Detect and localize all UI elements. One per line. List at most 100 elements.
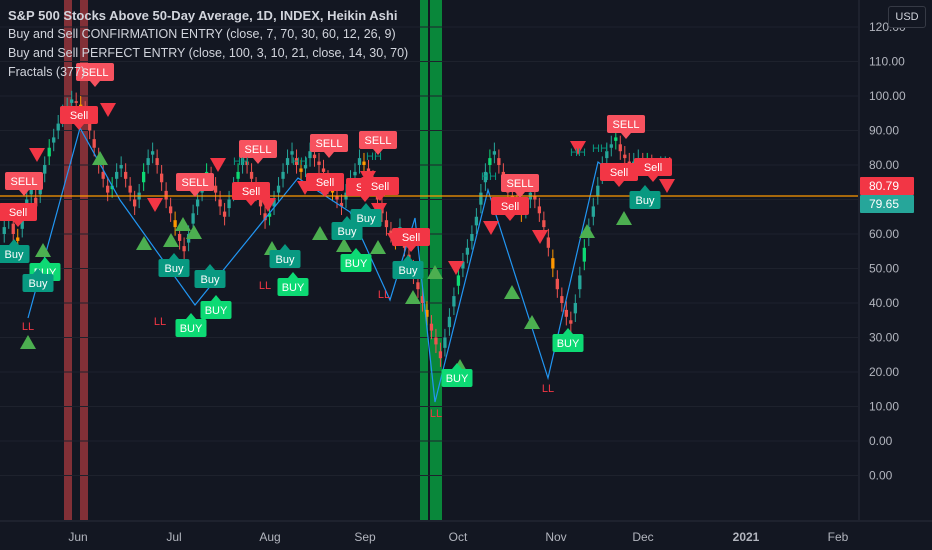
up-arrow-marker: [92, 151, 108, 165]
candle: [20, 216, 24, 229]
sell-label-text: SELL: [365, 135, 392, 147]
x-tick-label: Aug: [259, 530, 280, 544]
legend-indicator-confirmation[interactable]: Buy and Sell CONFIRMATION ENTRY (close, …: [8, 27, 396, 41]
candle: [272, 199, 276, 207]
sell-label: Sell: [361, 177, 399, 201]
sell-label-box: [239, 140, 277, 158]
candle: [416, 282, 420, 290]
candle: [70, 99, 74, 103]
sell-label-text: SELL: [613, 119, 640, 131]
red-band: [80, 0, 88, 520]
candle: [632, 161, 636, 164]
candle: [236, 171, 240, 179]
buy-label-text: Buy: [357, 213, 376, 225]
hh-label: HH: [366, 151, 382, 163]
candle: [128, 185, 132, 193]
y-tick-label: 60.00: [869, 227, 899, 241]
x-tick-label: Jun: [68, 530, 87, 544]
sell-label-text: SELL: [245, 144, 272, 156]
buy-label-pointer: [169, 253, 179, 259]
ll-label: LL: [542, 383, 554, 395]
sell-label-box: [634, 158, 672, 176]
sell-label-text: Sell: [9, 207, 27, 219]
currency-button[interactable]: USD: [888, 6, 926, 28]
up-arrow-marker: [616, 211, 632, 225]
sell-label: Sell: [600, 163, 638, 187]
sell-label-box: [491, 197, 529, 215]
candle: [56, 123, 60, 131]
buy-label-text: Buy: [636, 195, 655, 207]
candle: [11, 223, 15, 234]
down-arrow-marker: [260, 198, 276, 212]
price-tag-label: 80.79: [869, 179, 899, 193]
legend-indicator-perfect[interactable]: Buy and Sell PERFECT ENTRY (close, 100, …: [8, 46, 409, 60]
ll-label: LL: [378, 289, 390, 301]
buy-label: BUY: [552, 328, 584, 352]
candle: [618, 144, 622, 152]
buy-label-pointer: [280, 244, 290, 250]
legend-indicator-fractals[interactable]: Fractals (377): [8, 65, 86, 79]
candle: [168, 206, 173, 214]
sell-label-pointer: [375, 195, 385, 201]
sell-label-pointer: [13, 221, 23, 227]
sell-label-box: [76, 63, 114, 81]
sell-label: SELL: [5, 172, 43, 196]
candle: [317, 161, 321, 165]
candle: [299, 168, 303, 172]
sell-label-text: Sell: [316, 177, 334, 189]
buy-label-box: [340, 254, 372, 272]
buy-label-box: [194, 270, 226, 288]
sell-label: Sell: [634, 158, 672, 182]
candle: [578, 275, 582, 290]
candle: [555, 278, 559, 290]
down-arrow-marker: [570, 141, 586, 155]
down-arrow-marker: [147, 198, 163, 212]
candle: [384, 220, 389, 228]
legend-title[interactable]: S&P 500 Stocks Above 50-Day Average, 1D,…: [8, 8, 398, 23]
buy-label-pointer: [563, 328, 573, 334]
time-axis: [0, 521, 932, 550]
candle: [258, 199, 263, 207]
candle: [115, 171, 119, 179]
candle: [52, 137, 56, 143]
up-arrow-marker: [136, 236, 152, 250]
up-arrow-marker: [579, 224, 595, 238]
sell-label-box: [361, 177, 399, 195]
candle: [245, 161, 249, 165]
sell-label-box: [0, 203, 37, 221]
hh-label: HH: [292, 156, 308, 168]
buy-label-text: BUY: [282, 282, 305, 294]
candle: [321, 168, 326, 172]
buy-label-box: [392, 261, 424, 279]
buy-label-text: BUY: [446, 373, 469, 385]
green-band: [420, 0, 428, 520]
sell-label-pointer: [515, 192, 525, 198]
y-tick-label: 20.00: [869, 365, 899, 379]
sell-label-box: [501, 174, 539, 192]
sell-label: Sell: [491, 197, 529, 221]
candle: [465, 247, 470, 255]
x-tick-label: Dec: [632, 530, 653, 544]
sell-label-text: Sell: [70, 110, 88, 122]
buy-label: BUY: [200, 295, 232, 319]
buy-label: Buy: [392, 255, 424, 279]
up-arrow-marker: [312, 226, 328, 240]
signal-markers: SELL SELL SELL SELL SELL SELL SELL SELL Sell Sell…: [0, 63, 675, 420]
candle: [605, 151, 609, 159]
ll-label: LL: [430, 408, 442, 420]
candle: [177, 234, 182, 241]
candle: [456, 275, 461, 286]
buy-label-box: [629, 191, 661, 209]
candle: [222, 211, 227, 217]
candle: [133, 199, 137, 207]
y-tick-label: 30.00: [869, 331, 899, 345]
ll-label: LL: [22, 321, 34, 333]
sell-label-pointer: [373, 149, 383, 155]
candle: [560, 296, 564, 303]
up-arrow-marker: [175, 217, 191, 231]
sell-label-pointer: [621, 133, 631, 139]
y-tick-label: 50.00: [869, 262, 899, 276]
up-arrow-marker: [427, 265, 443, 279]
candle: [461, 261, 465, 269]
